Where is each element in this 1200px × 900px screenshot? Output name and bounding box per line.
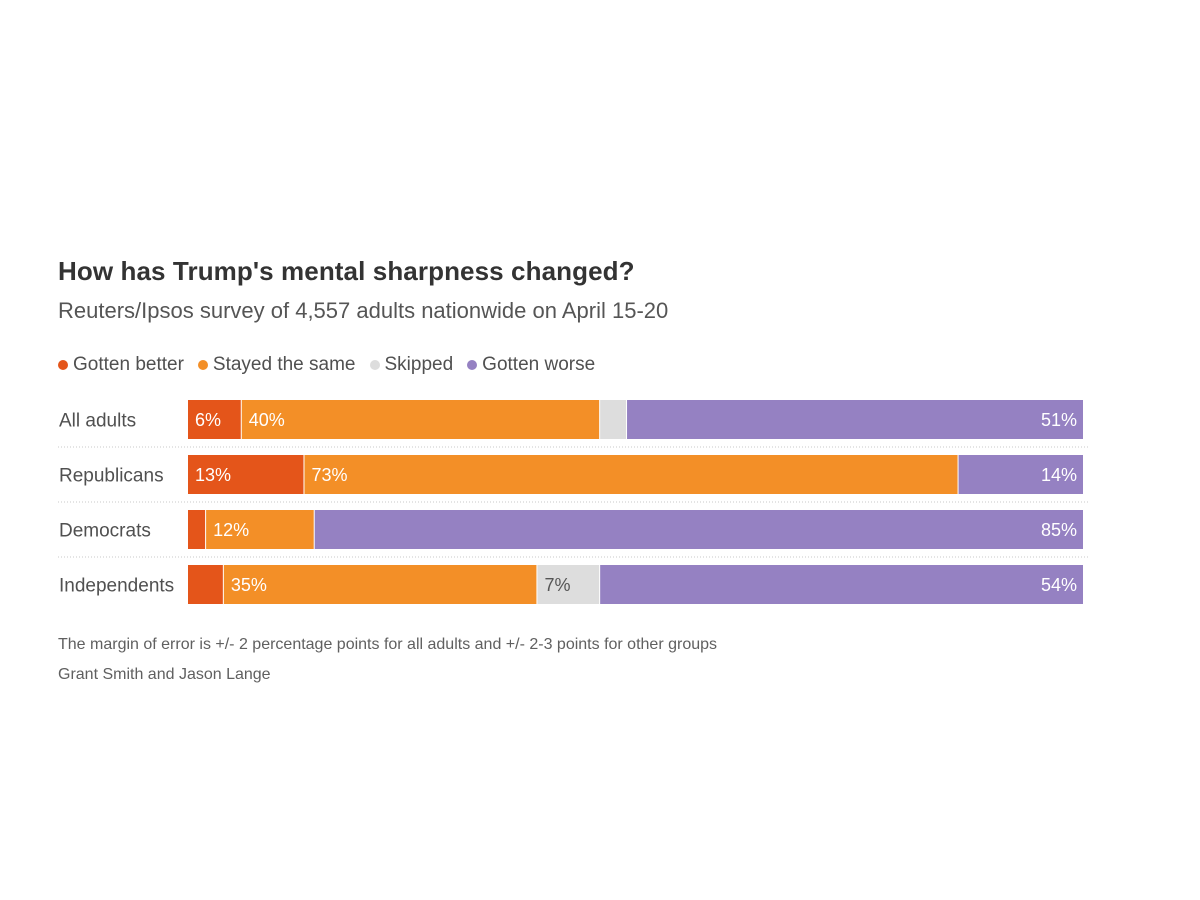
segment-divider (599, 565, 601, 604)
bar-democrats-gotten-worse (314, 510, 1085, 549)
stacked-bar-chart: All adults 6% 40% 51% Republicans 13% 73% 14% De… (58, 390, 1088, 620)
data-label-all-adults-stayed-the-same: 40% (249, 410, 285, 430)
legend-label-gotten-worse: Gotten worse (482, 354, 596, 375)
legend-dot-gotten-better (58, 360, 68, 370)
legend-label-stayed-the-same: Stayed the same (212, 354, 356, 375)
bar-all-adults-stayed-the-same (241, 400, 601, 439)
row-label-all-adults: All adults (59, 411, 136, 432)
margin-of-error-note: The margin of error is +/- 2 percentage … (58, 636, 718, 653)
chart-legend: Gotten better Stayed the same Skipped Go… (58, 352, 609, 378)
bar-republicans-gotten-worse (958, 455, 1084, 494)
legend-item-stayed-the-same: Stayed the same (197, 354, 356, 376)
data-label-independents-gotten-worse: 54% (1041, 575, 1077, 595)
segment-divider (205, 510, 207, 549)
legend-item-gotten-worse: Gotten worse (467, 354, 595, 376)
bar-independents-gotten-worse (600, 565, 1084, 604)
legend-dot-stayed-the-same (197, 360, 208, 370)
segment-divider (599, 400, 601, 439)
data-label-republicans-stayed-the-same: 73% (311, 465, 347, 485)
segment-divider (303, 455, 305, 494)
data-label-democrats-gotten-worse: 85% (1041, 520, 1077, 540)
segment-divider (1083, 455, 1085, 494)
segment-divider (1083, 510, 1085, 549)
segment-divider (1083, 565, 1085, 604)
segment-divider (313, 510, 316, 549)
data-label-all-adults-gotten-better: 6% (195, 410, 221, 430)
bar-all-adults-gotten-better (188, 400, 242, 439)
segment-divider (957, 455, 960, 494)
byline: Grant Smith and Jason Lange (58, 666, 271, 683)
row-label-democrats: Democrats (59, 521, 151, 542)
segment-divider (1083, 400, 1085, 439)
chart-svg: All adults 6% 40% 51% Republicans 13% 73% 14% De… (58, 400, 1088, 604)
legend-item-skipped: Skipped (369, 354, 454, 376)
legend-dot-skipped (369, 360, 380, 370)
row-label-independents: Independents (59, 576, 174, 597)
segment-divider (240, 400, 243, 439)
data-label-independents-stayed-the-same: 35% (231, 575, 267, 595)
segment-divider (222, 565, 225, 604)
data-label-independents-skipped: 7% (544, 575, 570, 595)
segment-divider (536, 565, 538, 604)
legend-item-gotten-better: Gotten better (58, 354, 184, 376)
legend-label-skipped: Skipped (384, 354, 454, 375)
segment-divider (626, 400, 628, 439)
bar-democrats-gotten-better (188, 510, 207, 549)
data-label-democrats-stayed-the-same: 12% (213, 520, 249, 540)
bar-all-adults-gotten-worse (627, 400, 1084, 439)
bar-independents-gotten-better (188, 565, 224, 604)
row-label-republicans: Republicans (59, 466, 164, 487)
bar-republicans-gotten-better (188, 455, 305, 494)
chart-title: How has Trump's mental sharpness changed… (58, 256, 635, 286)
legend-label-gotten-better: Gotten better (73, 354, 184, 375)
bar-democrats-stayed-the-same (206, 510, 315, 549)
bar-independents-skipped (537, 565, 601, 604)
data-label-republicans-gotten-better: 13% (195, 465, 231, 485)
legend-dot-gotten-worse (467, 360, 478, 370)
bar-all-adults-skipped (600, 400, 628, 439)
data-label-republicans-gotten-worse: 14% (1041, 465, 1077, 485)
chart-subtitle: Reuters/Ipsos survey of 4,557 adults nat… (58, 298, 669, 323)
bar-independents-stayed-the-same (223, 565, 538, 604)
bar-republicans-stayed-the-same (304, 455, 959, 494)
data-label-all-adults-gotten-worse: 51% (1041, 410, 1077, 430)
